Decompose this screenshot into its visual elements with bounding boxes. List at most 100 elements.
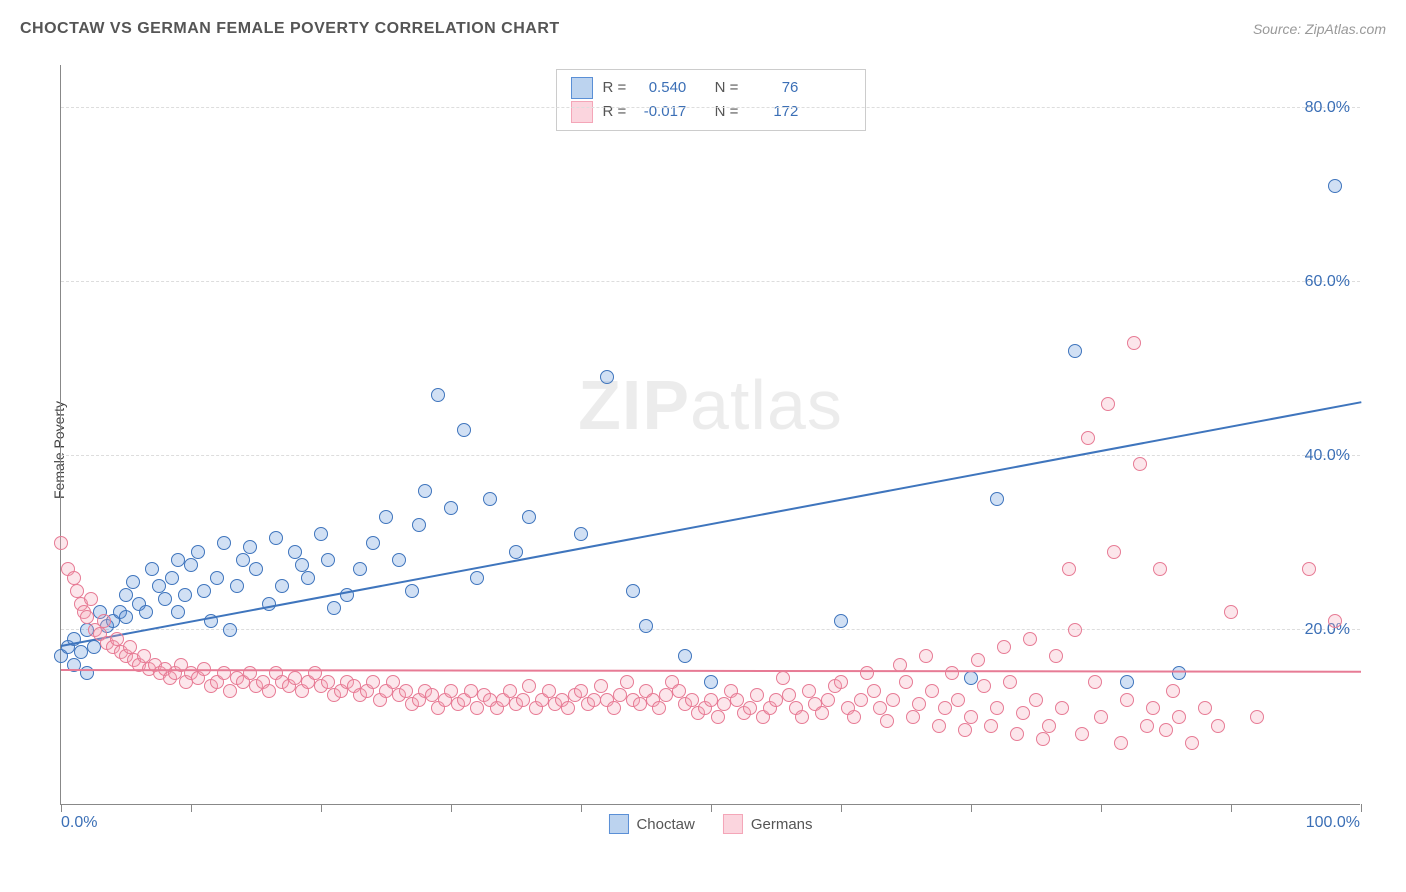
data-point [288,545,302,559]
data-point [1029,693,1043,707]
data-point [197,584,211,598]
data-point [165,571,179,585]
y-tick-label: 60.0% [1305,273,1350,291]
gridline [61,281,1360,282]
data-point [516,693,530,707]
data-point [925,684,939,698]
data-point [522,679,536,693]
data-point [711,710,725,724]
data-point [110,632,124,646]
data-point [1003,675,1017,689]
data-point [1088,675,1102,689]
data-point [873,701,887,715]
data-point [795,710,809,724]
data-point [1250,710,1264,724]
data-point [834,675,848,689]
x-tick [451,804,452,812]
data-point [217,536,231,550]
data-point [126,575,140,589]
data-point [607,701,621,715]
n-value-germans: 172 [748,100,798,124]
data-point [704,675,718,689]
data-point [392,553,406,567]
r-value-choctaw: 0.540 [636,76,686,100]
data-point [243,540,257,554]
data-point [379,510,393,524]
data-point [1328,179,1342,193]
data-point [158,592,172,606]
data-point [1049,649,1063,663]
data-point [210,571,224,585]
data-point [425,688,439,702]
data-point [1198,701,1212,715]
data-point [353,562,367,576]
data-point [152,579,166,593]
data-point [119,588,133,602]
data-point [236,553,250,567]
data-point [405,584,419,598]
data-point [730,693,744,707]
data-point [633,697,647,711]
legend-label-choctaw: Choctaw [636,816,694,833]
data-point [1140,719,1154,733]
x-tick [581,804,582,812]
data-point [685,693,699,707]
data-point [717,697,731,711]
data-point [171,553,185,567]
data-point [1127,336,1141,350]
data-point [958,723,972,737]
n-label: N = [715,76,739,100]
stats-legend: R = 0.540 N = 76 R = -0.017 N = 172 [556,69,866,131]
data-point [171,605,185,619]
data-point [412,518,426,532]
data-point [561,701,575,715]
data-point [626,584,640,598]
data-point [1081,431,1095,445]
trend-line [61,401,1361,647]
data-point [1107,545,1121,559]
chart-container: Female Poverty ZIPatlas R = 0.540 N = 76… [20,55,1386,845]
data-point [1016,706,1030,720]
data-point [1062,562,1076,576]
data-point [997,640,1011,654]
data-point [444,684,458,698]
plot-area: ZIPatlas R = 0.540 N = 76 R = -0.017 N =… [60,65,1360,805]
data-point [119,610,133,624]
data-point [1068,344,1082,358]
data-point [600,370,614,384]
data-point [594,679,608,693]
data-point [919,649,933,663]
data-point [886,693,900,707]
data-point [945,666,959,680]
data-point [84,592,98,606]
data-point [70,584,84,598]
data-point [275,579,289,593]
n-label: N = [715,100,739,124]
data-point [366,536,380,550]
data-point [542,684,556,698]
legend-swatch-germans [723,814,743,834]
data-point [704,693,718,707]
data-point [123,640,137,654]
data-point [912,697,926,711]
legend-item-choctaw: Choctaw [608,814,694,834]
data-point [223,623,237,637]
data-point [769,693,783,707]
x-tick [841,804,842,812]
legend-item-germans: Germans [723,814,813,834]
data-point [880,714,894,728]
data-point [659,688,673,702]
data-point [1185,736,1199,750]
data-point [990,492,1004,506]
data-point [1328,614,1342,628]
data-point [1224,605,1238,619]
legend-label-germans: Germans [751,816,813,833]
data-point [1302,562,1316,576]
data-point [867,684,881,698]
data-point [1153,562,1167,576]
gridline [61,107,1360,108]
data-point [295,558,309,572]
data-point [1133,457,1147,471]
data-point [386,675,400,689]
data-point [834,614,848,628]
